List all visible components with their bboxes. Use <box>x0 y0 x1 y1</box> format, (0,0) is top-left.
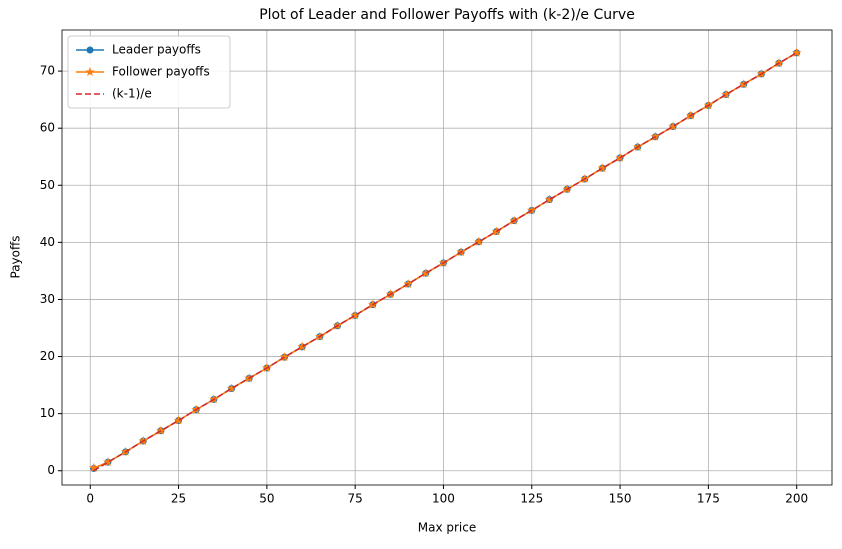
marker <box>103 457 113 467</box>
marker <box>350 310 360 320</box>
x-tick-label: 100 <box>432 492 455 506</box>
marker <box>226 383 237 393</box>
marker <box>668 121 678 131</box>
marker <box>474 236 484 246</box>
marker <box>89 462 99 472</box>
x-tick-label: 200 <box>785 492 808 506</box>
y-tick-label: 70 <box>40 64 55 78</box>
legend-marker <box>86 46 94 54</box>
marker <box>721 89 731 99</box>
x-tick-label: 50 <box>259 492 274 506</box>
marker <box>421 268 431 278</box>
y-tick-label: 60 <box>40 121 55 135</box>
y-tick-label: 20 <box>40 349 55 363</box>
plot-frame <box>61 29 833 486</box>
y-tick-label: 0 <box>47 463 55 477</box>
x-tick-label: 150 <box>609 492 632 506</box>
marker <box>173 415 184 425</box>
chart-title: Plot of Leader and Follower Payoffs with… <box>259 7 635 23</box>
y-tick-label: 30 <box>40 292 55 306</box>
legend-label: Leader payoffs <box>112 43 201 57</box>
x-tick-label: 175 <box>697 492 720 506</box>
y-tick-label: 40 <box>40 235 55 249</box>
y-tick-label: 50 <box>40 178 55 192</box>
legend-marker <box>85 67 95 76</box>
x-tick-label: 25 <box>171 492 186 506</box>
x-axis-label: Max price <box>418 521 477 535</box>
marker <box>297 341 307 351</box>
y-axis-label: Payoffs <box>9 235 23 278</box>
marker <box>156 425 166 435</box>
marker <box>597 163 608 173</box>
x-tick-label: 125 <box>520 492 543 506</box>
x-tick-label: 0 <box>86 492 94 506</box>
legend-label: Follower payoffs <box>112 65 210 79</box>
legend-box <box>67 35 231 109</box>
legend-label: (k-1)/e <box>112 87 152 101</box>
y-tick-label: 10 <box>40 406 55 420</box>
marker <box>279 352 290 362</box>
series-line <box>93 52 798 472</box>
x-tick-label: 75 <box>348 492 363 506</box>
marker <box>791 47 802 57</box>
marker <box>544 194 555 204</box>
